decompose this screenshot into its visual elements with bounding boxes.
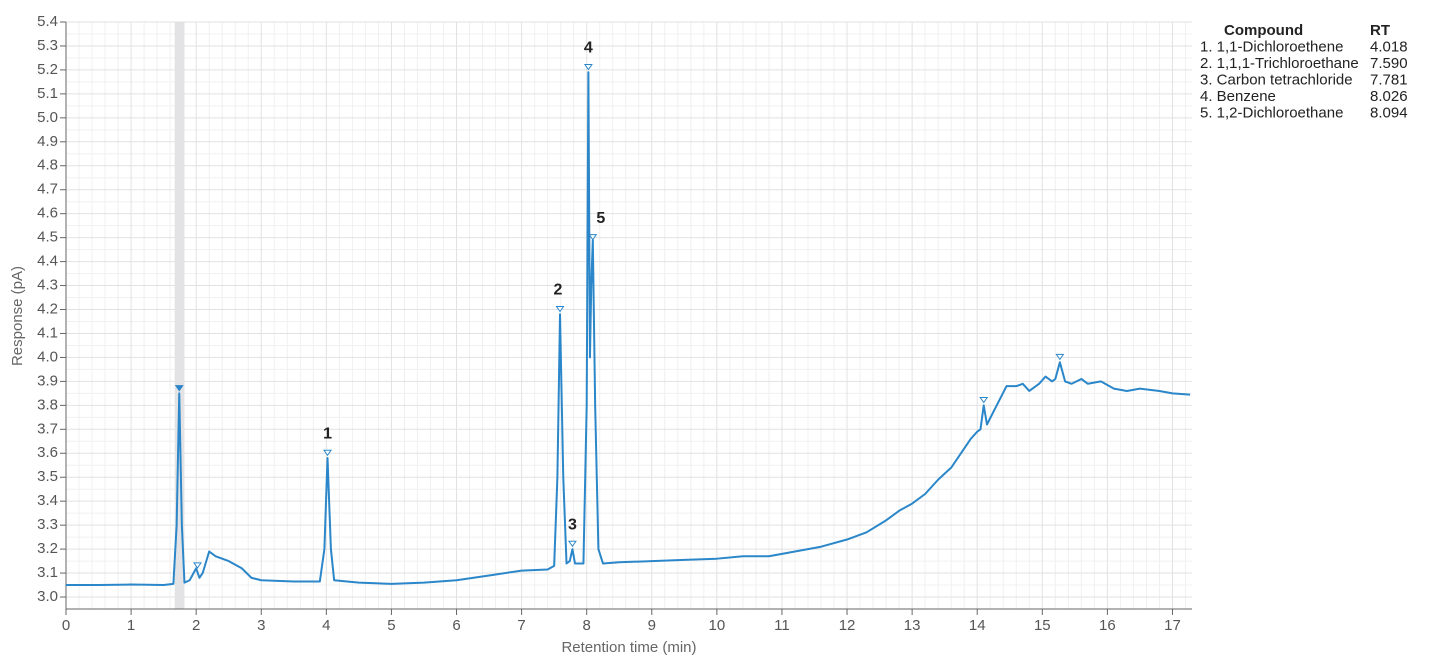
x-tick-label: 8 bbox=[583, 617, 591, 634]
x-axis-title: Retention time (min) bbox=[561, 639, 696, 656]
y-tick-label: 3.8 bbox=[37, 396, 58, 413]
peak-marker bbox=[583, 64, 593, 71]
peak-marker bbox=[588, 234, 598, 241]
x-tick-label: 2 bbox=[192, 617, 200, 634]
y-axis-title: Response (pA) bbox=[9, 266, 26, 366]
table-header: RT bbox=[1370, 22, 1390, 39]
y-tick-label: 4.6 bbox=[37, 205, 58, 222]
x-tick-label: 16 bbox=[1099, 617, 1116, 634]
peak-marker bbox=[193, 562, 202, 569]
peak-marker bbox=[979, 397, 989, 404]
x-tick-label: 7 bbox=[517, 617, 525, 634]
peak-marker bbox=[323, 449, 332, 457]
y-tick-label: 3.5 bbox=[37, 468, 58, 485]
x-tick-label: 5 bbox=[387, 617, 395, 634]
x-tick-label: 6 bbox=[452, 617, 460, 634]
peak-label: 3 bbox=[568, 517, 577, 534]
y-tick-label: 4.4 bbox=[37, 253, 58, 270]
table-cell: 7.590 bbox=[1370, 55, 1408, 72]
peak-marker bbox=[174, 385, 184, 392]
y-tick-label: 3.3 bbox=[37, 516, 58, 533]
highlight-band bbox=[174, 22, 185, 609]
peak-label: 1 bbox=[323, 425, 332, 442]
y-tick-label: 5.1 bbox=[37, 85, 58, 102]
y-tick-label: 3.2 bbox=[37, 540, 58, 557]
y-tick-label: 3.7 bbox=[37, 420, 58, 437]
table-header: Compound bbox=[1224, 22, 1303, 39]
x-tick-label: 14 bbox=[969, 617, 986, 634]
table-cell: 3. Carbon tetrachloride bbox=[1200, 71, 1353, 88]
y-tick-label: 4.3 bbox=[37, 277, 58, 294]
x-tick-label: 17 bbox=[1164, 617, 1181, 634]
peak-marker bbox=[555, 306, 565, 313]
x-tick-label: 13 bbox=[904, 617, 921, 634]
x-tick-label: 10 bbox=[709, 617, 726, 634]
y-tick-label: 4.7 bbox=[37, 181, 58, 198]
table-cell: 1. 1,1-Dichloroethene bbox=[1200, 38, 1343, 55]
x-tick-label: 1 bbox=[127, 617, 135, 634]
peak-marker bbox=[567, 540, 577, 548]
y-tick-label: 3.6 bbox=[37, 444, 58, 461]
peak-label: 2 bbox=[554, 282, 563, 299]
y-tick-label: 3.1 bbox=[37, 564, 58, 581]
table-cell: 4.018 bbox=[1370, 38, 1408, 55]
table-cell: 7.781 bbox=[1370, 71, 1408, 88]
y-tick-label: 3.9 bbox=[37, 372, 58, 389]
y-tick-label: 3.0 bbox=[37, 588, 58, 605]
y-tick-label: 3.4 bbox=[37, 492, 58, 509]
peak-marker bbox=[1055, 353, 1065, 361]
x-tick-label: 0 bbox=[62, 617, 70, 634]
peak-label: 5 bbox=[596, 210, 605, 227]
x-tick-label: 11 bbox=[774, 617, 790, 634]
y-tick-label: 5.4 bbox=[37, 13, 58, 30]
x-tick-label: 9 bbox=[648, 617, 656, 634]
table-cell: 5. 1,2-Dichloroethane bbox=[1200, 104, 1343, 121]
y-tick-label: 4.0 bbox=[37, 348, 58, 365]
y-tick-label: 5.0 bbox=[37, 109, 58, 126]
x-tick-label: 4 bbox=[322, 617, 330, 634]
trace bbox=[66, 71, 1191, 587]
y-tick-label: 4.9 bbox=[37, 133, 58, 150]
table-cell: 4. Benzene bbox=[1200, 88, 1276, 105]
y-tick-label: 4.2 bbox=[37, 300, 58, 317]
table-cell: 8.026 bbox=[1370, 88, 1408, 105]
table-cell: 2. 1,1,1-Trichloroethane bbox=[1200, 55, 1359, 72]
table-cell: 8.094 bbox=[1370, 104, 1408, 121]
x-tick-label: 3 bbox=[257, 617, 265, 634]
y-tick-label: 4.5 bbox=[37, 229, 58, 246]
y-tick-label: 5.3 bbox=[37, 37, 58, 54]
x-tick-label: 15 bbox=[1034, 617, 1051, 634]
x-tick-label: 12 bbox=[839, 617, 856, 634]
y-tick-label: 4.1 bbox=[37, 324, 58, 341]
y-tick-label: 5.2 bbox=[37, 61, 58, 78]
y-tick-label: 4.8 bbox=[37, 157, 58, 174]
peak-label: 4 bbox=[584, 40, 593, 57]
